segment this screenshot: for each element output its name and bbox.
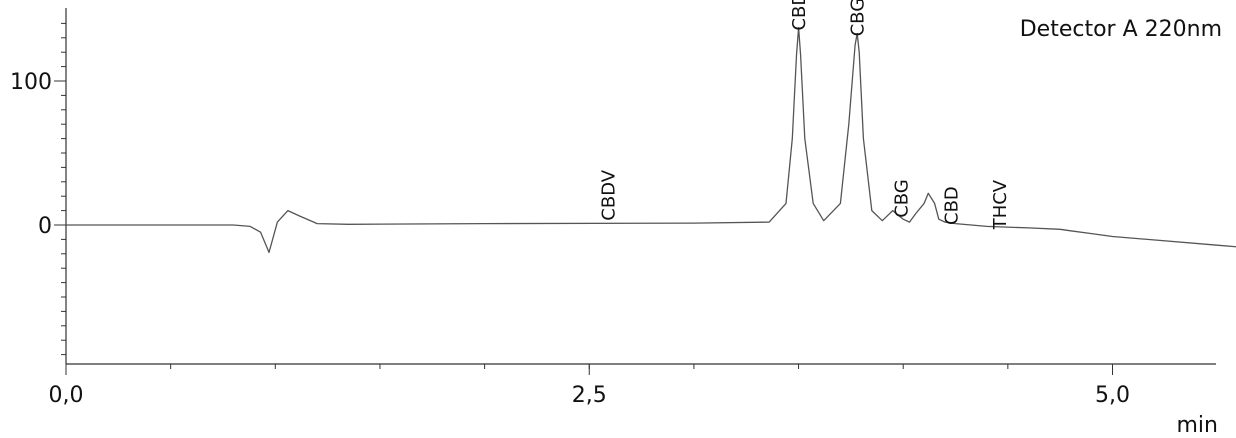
x-tick-label: 5,0	[1095, 383, 1130, 408]
peak-label: CBD	[942, 186, 963, 225]
x-axis-unit-label: min	[1177, 413, 1219, 438]
detector-label: Detector A 220nm	[1020, 17, 1222, 42]
chromatogram-trace	[66, 27, 1236, 254]
peak-label: CBG	[891, 179, 912, 218]
x-tick-label: 2,5	[572, 383, 607, 408]
axes	[65, 8, 1216, 365]
peak-label: CBDV	[598, 169, 619, 220]
peak-label: CBDA	[789, 0, 810, 31]
trace-layer	[66, 27, 1236, 254]
x-tick-label: 0,0	[49, 383, 84, 408]
peak-labels: CBDVCBDACBGACBGCBDTHCVCBNd9-THCCBCTHCA	[598, 0, 1011, 230]
y-tick-label: 100	[10, 70, 52, 95]
peak-label: CBGA	[847, 0, 868, 36]
y-tick-label: 0	[38, 214, 52, 239]
peak-label: THCV	[990, 179, 1011, 230]
